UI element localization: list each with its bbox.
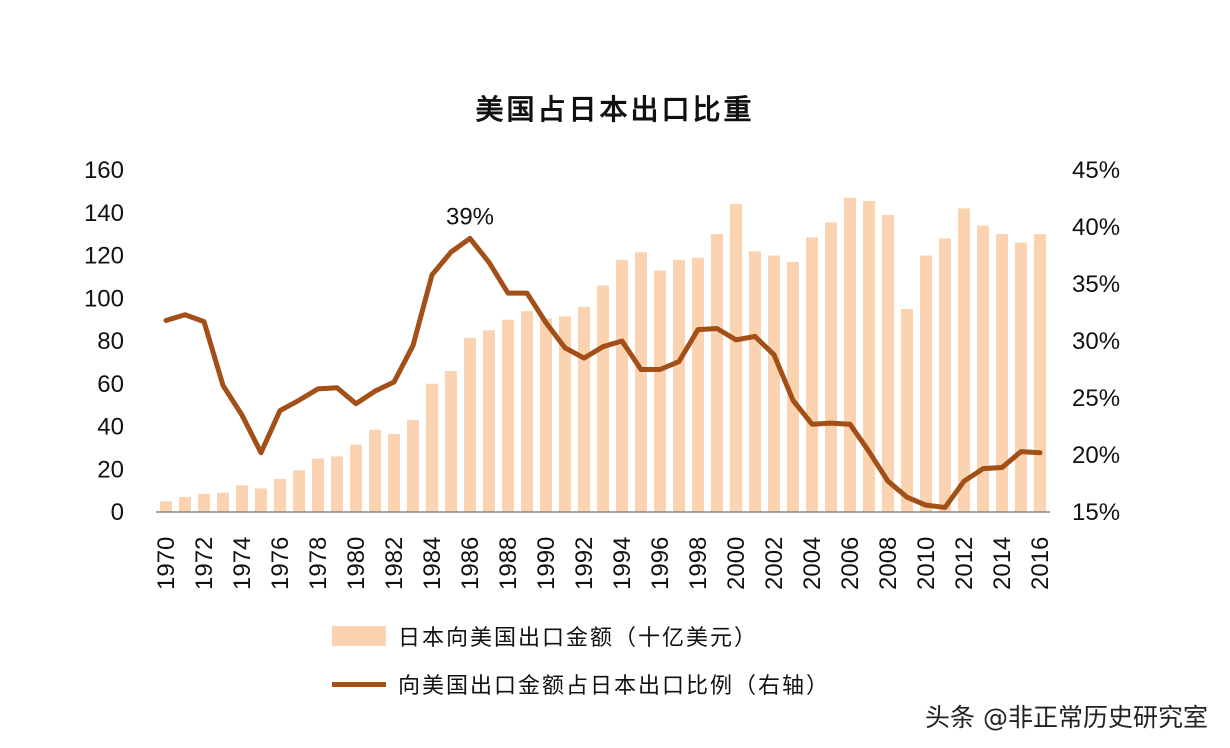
x-tick-label: 1990 [533, 537, 560, 590]
bar-1975 [255, 488, 267, 512]
legend-swatch-line [332, 681, 386, 687]
bar-1996 [654, 270, 666, 512]
bar-1973 [217, 492, 229, 512]
bar-1977 [293, 470, 305, 512]
x-tick-label: 2008 [875, 537, 902, 590]
bar-1970 [160, 501, 172, 512]
watermark: 头条 @非正常历史研究室 [925, 703, 1208, 732]
x-tick-label: 1984 [419, 537, 446, 590]
x-tick-label: 1976 [267, 537, 294, 590]
x-tick-label: 2002 [761, 537, 788, 590]
x-tick-label: 1988 [495, 537, 522, 590]
right-tick-label: 35% [1072, 271, 1120, 298]
bar-2010 [920, 255, 932, 512]
bar-1976 [274, 478, 286, 512]
peak-annotation: 39% [446, 203, 494, 230]
x-tick-label: 2000 [723, 537, 750, 590]
right-tick-label: 45% [1072, 157, 1120, 184]
right-tick-label: 15% [1072, 499, 1120, 526]
bar-2011 [939, 238, 951, 512]
bar-1989 [521, 311, 533, 512]
bar-1982 [388, 433, 400, 512]
x-tick-label: 1986 [457, 537, 484, 590]
bar-2012 [958, 208, 970, 512]
x-tick-label: 2004 [799, 537, 826, 590]
combo-chart: 0 20 40 60 80 100 120 140 160 15% 20% 25% 30% 35% 40% 4… [84, 157, 1120, 590]
bar-2003 [787, 261, 799, 512]
bar-1980 [350, 444, 362, 512]
legend-item-bars: 日本向美国出口金额（十亿美元） [332, 620, 758, 652]
bar-1995 [635, 252, 647, 512]
bar-2016 [1034, 234, 1046, 512]
bar-2007 [863, 200, 875, 512]
x-tick-label: 1998 [685, 537, 712, 590]
bar-1971 [179, 497, 191, 512]
x-tick-label: 2014 [989, 537, 1016, 590]
bar-1984 [426, 383, 438, 512]
left-tick-label: 80 [97, 328, 124, 355]
bar-1983 [407, 420, 419, 512]
legend-item-line: 向美国出口金额占日本出口比例（右轴） [332, 668, 830, 700]
x-tick-label: 1996 [647, 537, 674, 590]
bar-2014 [996, 234, 1008, 512]
left-tick-label: 0 [111, 499, 124, 526]
bar-1997 [673, 259, 685, 512]
bar-1985 [445, 370, 457, 512]
x-tick-label: 2016 [1027, 537, 1054, 590]
right-tick-label: 25% [1072, 385, 1120, 412]
bar-1992 [578, 306, 590, 512]
bar-1991 [559, 316, 571, 512]
bar-2008 [882, 214, 894, 512]
bar-2009 [901, 308, 913, 512]
bar-1972 [198, 493, 210, 512]
x-tick-label: 1974 [229, 537, 256, 590]
bar-1981 [369, 429, 381, 512]
x-tick-label: 1970 [153, 537, 180, 590]
x-tick-label: 2012 [951, 537, 978, 590]
chart-title: 美国占日本出口比重 [475, 93, 755, 126]
bar-2001 [749, 251, 761, 512]
left-tick-label: 120 [84, 243, 124, 270]
bar-1986 [464, 337, 476, 512]
bar-1988 [502, 319, 514, 512]
right-tick-label: 30% [1072, 328, 1120, 355]
x-tick-label: 1992 [571, 537, 598, 590]
bar-2000 [730, 204, 742, 512]
bar-1993 [597, 285, 609, 512]
legend-label-bars: 日本向美国出口金额（十亿美元） [398, 626, 759, 651]
bar-2006 [844, 197, 856, 512]
bar-2015 [1015, 242, 1027, 513]
left-tick-label: 60 [97, 371, 124, 398]
x-tick-label: 1994 [609, 537, 636, 590]
bar-1978 [312, 458, 324, 512]
right-tick-label: 40% [1072, 214, 1120, 241]
bar-1979 [331, 456, 343, 512]
x-tick-label: 1980 [343, 537, 370, 590]
bar-2002 [768, 255, 780, 512]
x-tick-label: 1978 [305, 537, 332, 590]
legend-swatch-bar [332, 626, 386, 646]
bar-1974 [236, 485, 248, 512]
x-tick-label: 2010 [913, 537, 940, 590]
bar-2005 [825, 222, 837, 512]
legend-label-line: 向美国出口金额占日本出口比例（右轴） [398, 674, 831, 699]
x-tick-label: 2006 [837, 537, 864, 590]
bar-1994 [616, 259, 628, 512]
left-tick-label: 160 [84, 157, 124, 184]
x-tick-label: 1982 [381, 537, 408, 590]
x-tick-label: 1972 [191, 537, 218, 590]
bar-1987 [483, 330, 495, 512]
bar-1999 [711, 234, 723, 512]
left-tick-label: 140 [84, 200, 124, 227]
left-tick-label: 40 [97, 414, 124, 441]
bar-2004 [806, 237, 818, 513]
bar-1990 [540, 318, 552, 512]
bar-1998 [692, 257, 704, 512]
right-tick-label: 20% [1072, 442, 1120, 469]
left-tick-label: 100 [84, 285, 124, 312]
left-tick-label: 20 [97, 456, 124, 483]
bar-2013 [977, 225, 989, 512]
